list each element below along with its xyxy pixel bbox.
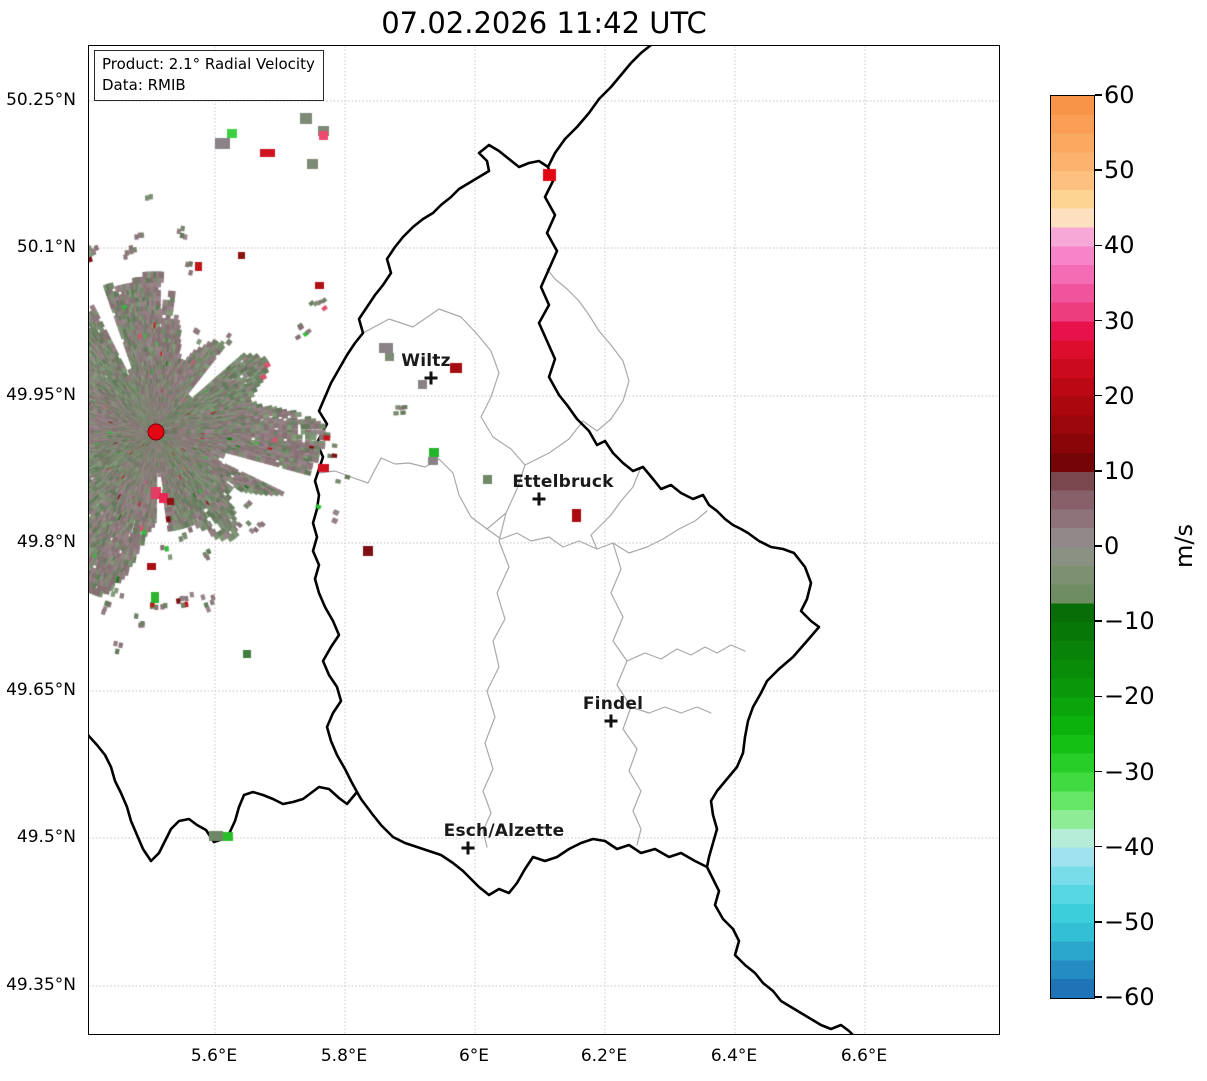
y-tick-label: 49.5°N: [16, 827, 76, 847]
city-label: Wiltz: [401, 351, 451, 371]
colorbar-tick-label: 50: [1104, 156, 1135, 185]
figure-title: 07.02.2026 11:42 UTC: [381, 6, 707, 40]
map-plot: Wiltz Ettelbruck Findel Esch/Alzette Produc…: [88, 45, 1000, 1035]
y-tick-label: 50.1°N: [16, 237, 76, 257]
x-tick-label: 6.6°E: [840, 1046, 888, 1066]
city-marker: [532, 492, 546, 506]
colorbar-tick-label: −20: [1104, 682, 1155, 711]
x-tick-label: 6.2°E: [580, 1046, 628, 1066]
radar-echo-layer: [89, 46, 999, 1034]
colorbar-tick-label: −60: [1104, 983, 1155, 1011]
colorbar-tick-mark: [1095, 470, 1102, 472]
y-tick-label: 49.95°N: [6, 385, 76, 405]
data-source-line: Data: RMIB: [102, 76, 186, 94]
colorbar-tick-mark: [1095, 845, 1102, 848]
colorbar-tick-label: −10: [1104, 607, 1155, 636]
city-label: Esch/Alzette: [443, 821, 565, 841]
city-label: Findel: [582, 694, 644, 714]
colorbar-tick-mark: [1095, 620, 1102, 622]
colorbar-tick-mark: [1095, 319, 1102, 322]
colorbar-tick-label: 60: [1104, 81, 1135, 109]
x-tick-label: 5.6°E: [190, 1046, 238, 1066]
product-info-box: Product: 2.1° Radial Velocity Data: RMIB: [94, 50, 324, 101]
colorbar-tick-label: 0: [1104, 532, 1120, 560]
latitude-axis: 50.25°N 50.1°N 49.95°N 49.8°N 49.65°N 49.5°N 4…: [0, 0, 82, 1081]
colorbar-tick-label: 30: [1104, 306, 1135, 335]
colorbar-tick-mark: [1095, 921, 1102, 923]
colorbar-tick-label: 10: [1104, 456, 1135, 485]
colorbar-tick-mark: [1095, 244, 1102, 247]
city-marker: [424, 371, 438, 385]
x-tick-label: 6°E: [458, 1046, 490, 1066]
colorbar-tick-label: −40: [1104, 832, 1155, 861]
colorbar-tick-label: 40: [1104, 231, 1135, 260]
y-tick-label: 49.65°N: [6, 680, 76, 700]
product-info-line: Product: 2.1° Radial Velocity: [102, 55, 315, 73]
colorbar-tick-label: 20: [1104, 381, 1135, 410]
longitude-axis: 5.6°E 5.8°E 6°E 6.2°E 6.4°E 6.6°E: [0, 1045, 1207, 1069]
colorbar-tick-mark: [1095, 545, 1102, 547]
colorbar-tick-mark: [1095, 996, 1102, 998]
colorbar-tick-mark: [1095, 94, 1102, 96]
x-tick-label: 6.4°E: [710, 1046, 758, 1066]
colorbar-tick-mark: [1095, 770, 1102, 773]
city-marker: [604, 714, 618, 728]
colorbar-tick-label: −50: [1104, 907, 1155, 936]
y-tick-label: 50.25°N: [6, 90, 76, 110]
city-marker: [461, 841, 475, 855]
colorbar-gradient: [1050, 95, 1095, 999]
colorbar-tick-label: −30: [1104, 757, 1155, 786]
city-label: Ettelbruck: [512, 472, 614, 492]
y-tick-label: 49.35°N: [6, 975, 76, 995]
colorbar-unit-label: m/s: [1170, 524, 1198, 568]
y-tick-label: 49.8°N: [16, 532, 76, 552]
colorbar-tick-mark: [1095, 394, 1102, 397]
x-tick-label: 5.8°E: [320, 1046, 368, 1066]
colorbar-tick-mark: [1095, 695, 1102, 698]
radar-site-marker: [147, 423, 165, 441]
colorbar-tick-mark: [1095, 169, 1102, 171]
